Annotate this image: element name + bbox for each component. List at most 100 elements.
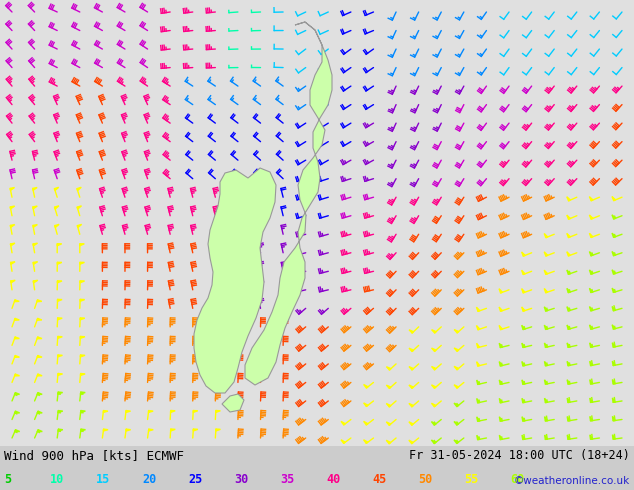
Polygon shape — [33, 224, 37, 227]
Text: 10: 10 — [50, 473, 64, 486]
Polygon shape — [522, 435, 525, 440]
Polygon shape — [33, 243, 37, 246]
Polygon shape — [81, 411, 86, 413]
Polygon shape — [431, 440, 436, 443]
Polygon shape — [590, 251, 593, 256]
Polygon shape — [363, 421, 368, 425]
Polygon shape — [477, 417, 479, 421]
Text: 60: 60 — [510, 473, 524, 486]
Polygon shape — [55, 187, 59, 191]
Polygon shape — [80, 299, 85, 301]
Text: 50: 50 — [418, 473, 432, 486]
Polygon shape — [567, 307, 570, 311]
Polygon shape — [545, 435, 547, 440]
Polygon shape — [500, 435, 502, 440]
Polygon shape — [522, 362, 525, 366]
Polygon shape — [58, 318, 62, 320]
Polygon shape — [590, 361, 593, 366]
Polygon shape — [81, 429, 86, 431]
Polygon shape — [409, 367, 413, 370]
Polygon shape — [57, 244, 61, 246]
Polygon shape — [477, 362, 480, 366]
Polygon shape — [500, 398, 502, 403]
Polygon shape — [477, 325, 480, 330]
Polygon shape — [567, 435, 570, 440]
Text: 45: 45 — [372, 473, 386, 486]
Polygon shape — [409, 385, 413, 389]
Polygon shape — [432, 367, 436, 370]
Polygon shape — [34, 280, 38, 283]
Polygon shape — [477, 380, 479, 385]
Text: 35: 35 — [280, 473, 294, 486]
Polygon shape — [245, 22, 332, 385]
Polygon shape — [567, 380, 570, 384]
Polygon shape — [386, 441, 391, 444]
Polygon shape — [409, 403, 413, 407]
Polygon shape — [545, 325, 548, 329]
Polygon shape — [58, 355, 62, 357]
Polygon shape — [544, 270, 548, 274]
Polygon shape — [37, 374, 42, 376]
Polygon shape — [193, 429, 198, 431]
Polygon shape — [522, 416, 525, 421]
Polygon shape — [80, 244, 84, 246]
Polygon shape — [499, 325, 502, 330]
Polygon shape — [612, 398, 615, 402]
Polygon shape — [15, 374, 20, 376]
Polygon shape — [193, 411, 198, 413]
Polygon shape — [15, 300, 19, 302]
Polygon shape — [216, 429, 221, 431]
Polygon shape — [103, 429, 108, 431]
Polygon shape — [454, 348, 458, 351]
Polygon shape — [477, 398, 479, 403]
Polygon shape — [81, 392, 85, 394]
Polygon shape — [77, 224, 82, 227]
Polygon shape — [590, 196, 593, 201]
Polygon shape — [409, 330, 413, 333]
Polygon shape — [432, 403, 436, 407]
Polygon shape — [194, 168, 276, 393]
Polygon shape — [567, 416, 570, 421]
Polygon shape — [590, 307, 593, 311]
Polygon shape — [590, 435, 592, 439]
Polygon shape — [590, 215, 593, 219]
Polygon shape — [148, 429, 153, 431]
Polygon shape — [612, 215, 616, 219]
Polygon shape — [612, 361, 615, 366]
Polygon shape — [454, 367, 458, 370]
Polygon shape — [15, 337, 20, 339]
Polygon shape — [567, 288, 570, 293]
Polygon shape — [386, 385, 391, 389]
Text: 20: 20 — [142, 473, 156, 486]
Polygon shape — [522, 343, 525, 347]
Polygon shape — [126, 411, 131, 413]
Text: 25: 25 — [188, 473, 202, 486]
Polygon shape — [171, 429, 175, 431]
Polygon shape — [522, 270, 525, 274]
Polygon shape — [37, 356, 42, 357]
Polygon shape — [567, 252, 570, 256]
Polygon shape — [58, 337, 62, 339]
Polygon shape — [81, 355, 85, 357]
Polygon shape — [500, 417, 502, 421]
Polygon shape — [590, 416, 592, 421]
Polygon shape — [567, 196, 571, 201]
Polygon shape — [522, 252, 525, 256]
Polygon shape — [364, 385, 368, 388]
Polygon shape — [432, 348, 436, 351]
Polygon shape — [58, 429, 63, 431]
Polygon shape — [171, 411, 175, 413]
Polygon shape — [612, 233, 616, 237]
Bar — [0, 446, 634, 490]
Polygon shape — [81, 337, 85, 339]
Polygon shape — [58, 392, 63, 394]
Polygon shape — [386, 403, 391, 407]
Polygon shape — [522, 398, 525, 403]
Polygon shape — [216, 411, 221, 413]
Polygon shape — [544, 252, 548, 256]
Polygon shape — [15, 392, 20, 394]
Polygon shape — [55, 224, 59, 227]
Polygon shape — [499, 307, 502, 311]
Polygon shape — [58, 411, 63, 413]
Polygon shape — [567, 215, 571, 219]
